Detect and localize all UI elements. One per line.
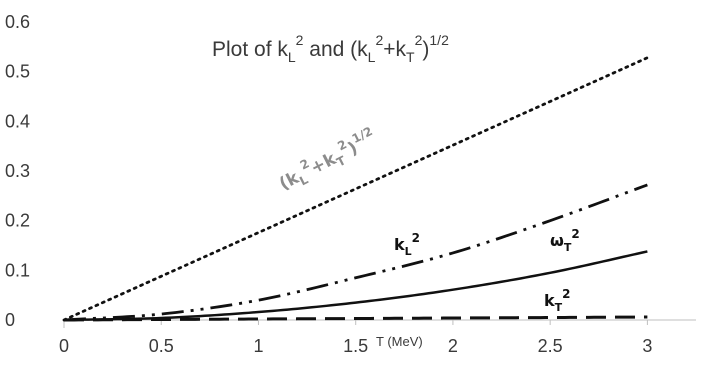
x-tick-label: 2	[448, 336, 458, 356]
annotation-kl-label: kL2	[394, 231, 420, 258]
x-tick-label: 1	[253, 336, 263, 356]
y-tick-label: 0.5	[5, 62, 30, 82]
y-tick-label: 0	[5, 310, 15, 330]
x-axis-label: T (MeV)	[376, 334, 423, 349]
x-tick-label: 0.5	[149, 336, 174, 356]
chart-title: Plot of kL2 and (kL2+kT2)1/2	[212, 32, 449, 65]
x-tick-label: 0	[59, 336, 69, 356]
series-line-sum	[62, 56, 649, 322]
y-tick-label: 0.4	[5, 111, 30, 131]
x-tick-label: 1.5	[343, 336, 368, 356]
x-tick-label: 3	[642, 336, 652, 356]
y-tick-label: 0.6	[5, 12, 30, 32]
series-line-kT	[63, 315, 648, 322]
axes	[63, 319, 696, 328]
y-tick-labels: 0 0.1 0.2 0.3 0.4 0.5 0.6	[5, 12, 30, 330]
series-lines	[62, 56, 649, 322]
x-tick-labels: 0 0.5 1 1.5 2 2.5 3	[59, 320, 652, 356]
y-tick-label: 0.3	[5, 161, 30, 181]
annotation-kt-label: kT2	[544, 287, 571, 314]
series-line-kL	[63, 183, 648, 322]
y-tick-label: 0.1	[5, 260, 30, 280]
y-tick-label: 0.2	[5, 211, 30, 231]
annotation-omega-label: ωT2	[550, 227, 580, 254]
x-tick-label: 2.5	[538, 336, 563, 356]
